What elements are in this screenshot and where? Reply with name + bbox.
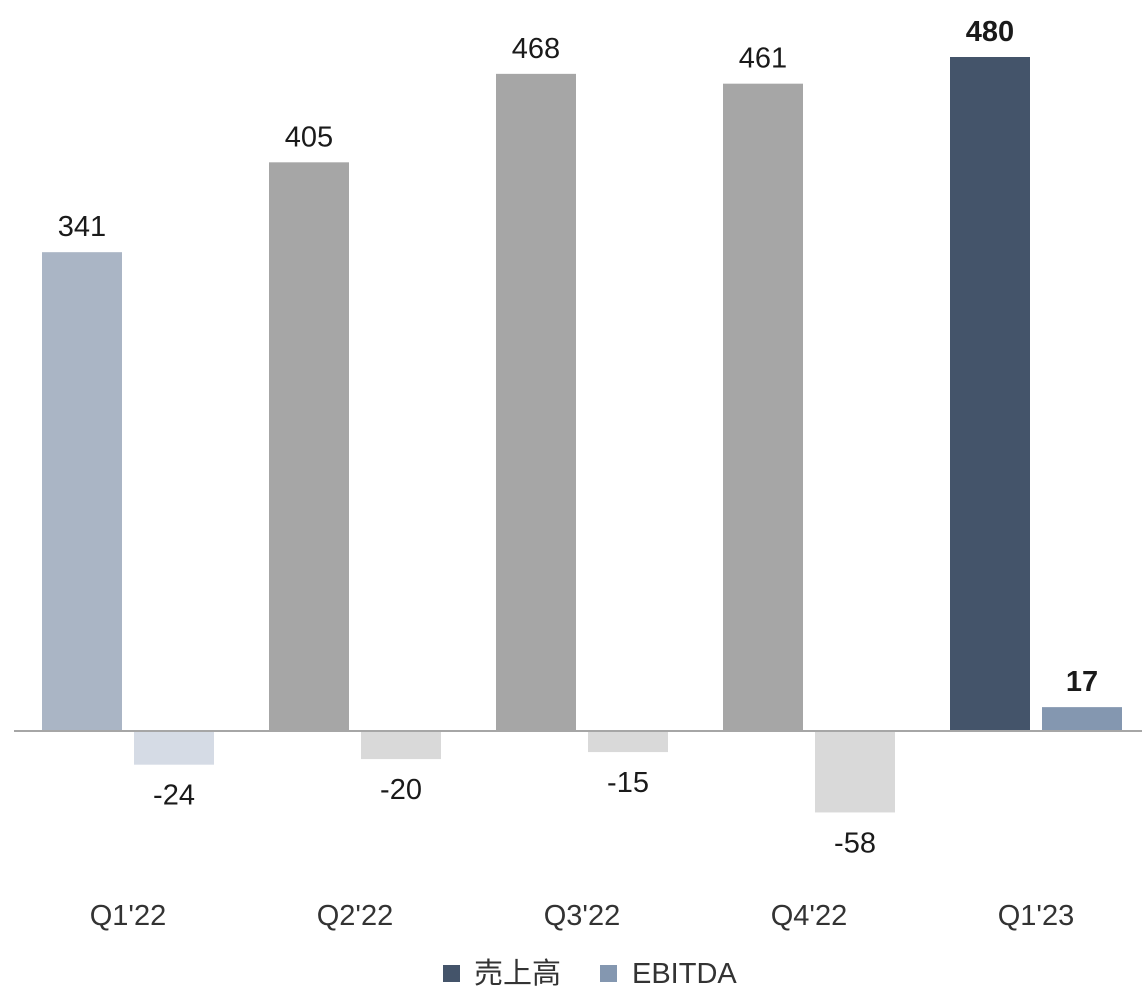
data-label-ebitda: -15 — [607, 767, 649, 799]
data-label-revenue: 480 — [966, 16, 1014, 48]
bar-ebitda — [361, 731, 441, 760]
data-label-revenue: 461 — [739, 43, 787, 75]
x-tick-label: Q3'22 — [544, 900, 620, 932]
data-label-revenue: 405 — [285, 121, 333, 153]
x-tick-label: Q2'22 — [317, 900, 393, 932]
data-label-ebitda: -58 — [834, 827, 876, 859]
x-tick-label: Q4'22 — [771, 900, 847, 932]
x-tick-label: Q1'23 — [998, 900, 1074, 932]
legend-label-ebitda: EBITDA — [632, 958, 737, 990]
data-label-revenue: 468 — [512, 33, 560, 65]
data-label-ebitda: -20 — [380, 774, 422, 806]
legend: 売上高 EBITDA — [443, 957, 737, 990]
x-tick-label: Q1'22 — [90, 900, 166, 932]
legend-label-revenue: 売上高 — [474, 957, 561, 990]
bar-revenue — [723, 83, 803, 731]
bar-ebitda — [1042, 707, 1122, 731]
legend-swatch-revenue — [443, 965, 460, 982]
data-label-revenue: 341 — [58, 211, 106, 243]
bar-ebitda — [815, 731, 895, 813]
legend-swatch-ebitda — [600, 965, 617, 982]
bar-ebitda — [134, 731, 214, 765]
bar-revenue — [269, 162, 349, 731]
data-label-ebitda: 17 — [1066, 666, 1098, 698]
bar-ebitda — [588, 731, 668, 753]
bar-revenue — [496, 73, 576, 732]
bar-revenue — [42, 252, 122, 731]
bar-revenue — [950, 57, 1030, 731]
data-label-ebitda: -24 — [153, 780, 195, 812]
